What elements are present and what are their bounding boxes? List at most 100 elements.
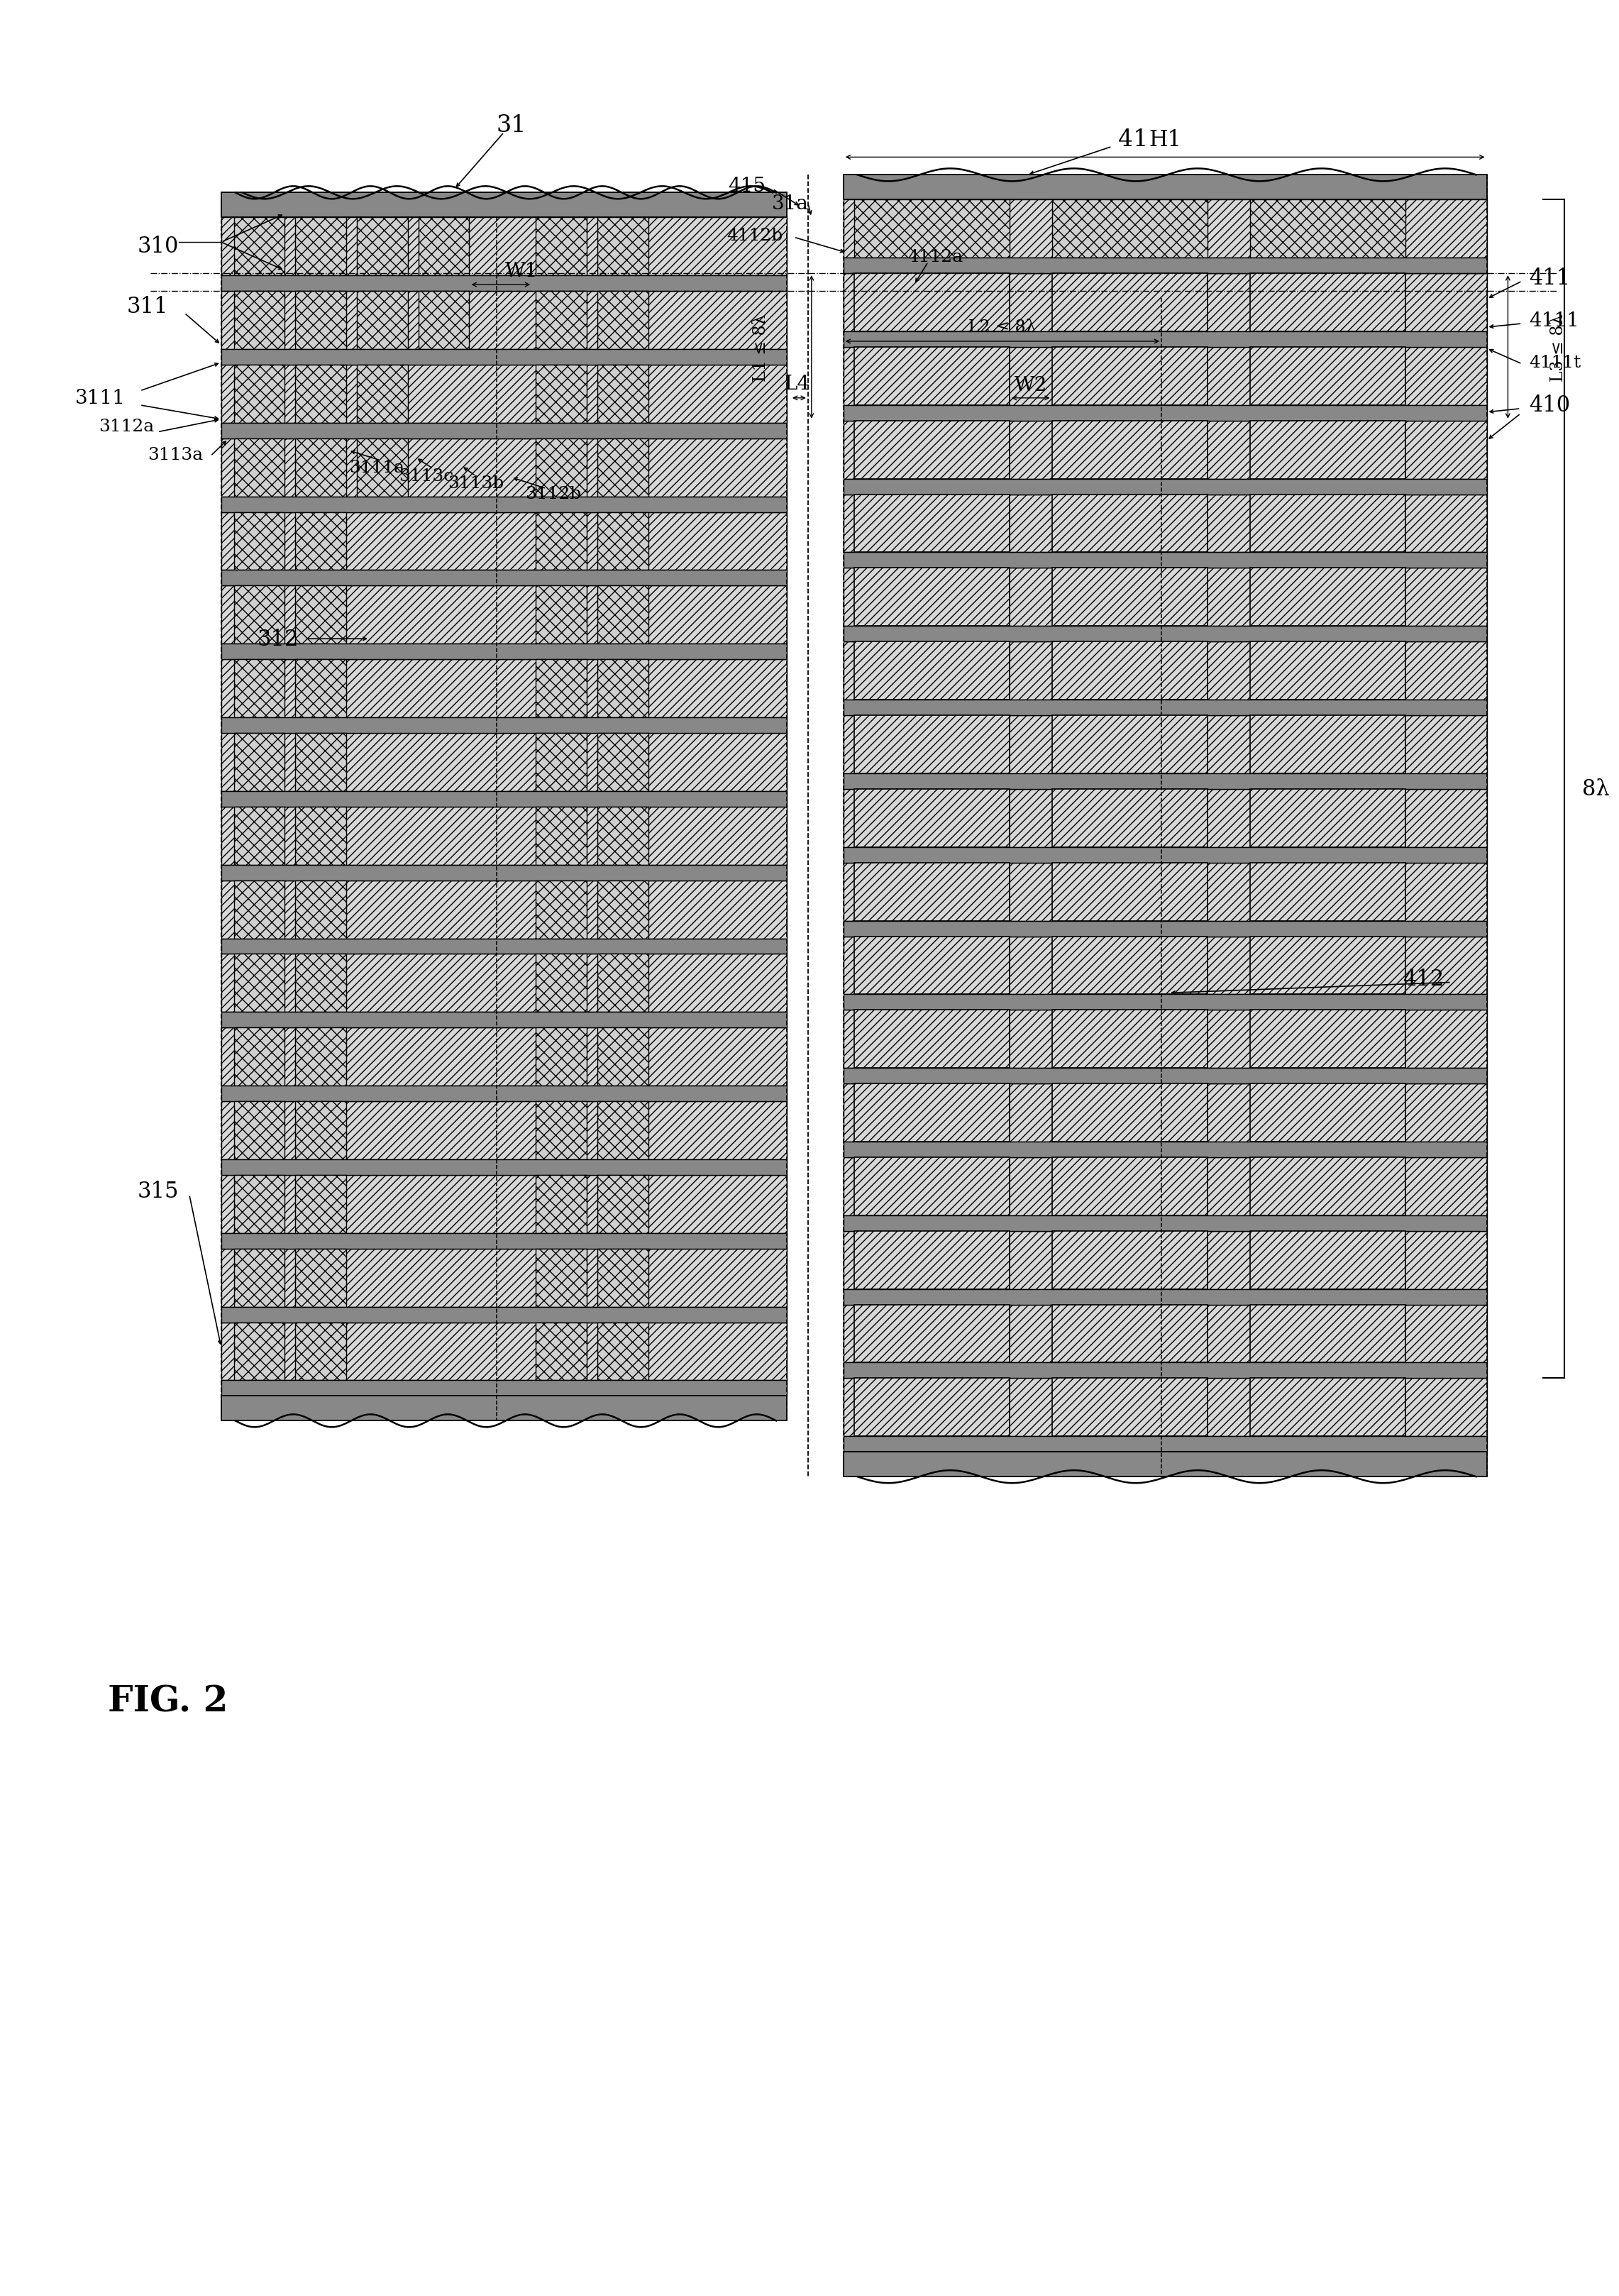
Bar: [853, 716, 1010, 774]
Bar: [1250, 1010, 1405, 1068]
Bar: [1250, 643, 1405, 700]
Bar: [1052, 1157, 1208, 1215]
Bar: [853, 937, 1010, 994]
Bar: [1250, 1304, 1405, 1364]
Bar: [843, 1451, 1486, 1476]
Bar: [843, 1215, 1486, 1231]
Bar: [843, 847, 1486, 863]
Text: 31a: 31a: [772, 195, 809, 214]
Bar: [1052, 1084, 1208, 1141]
Bar: [356, 292, 408, 349]
Text: W1: W1: [505, 262, 538, 280]
Bar: [597, 365, 648, 422]
Text: 3111a: 3111a: [350, 459, 405, 475]
Text: 3113a: 3113a: [147, 448, 204, 464]
Bar: [356, 365, 408, 422]
Bar: [536, 882, 586, 939]
Bar: [222, 1102, 787, 1159]
Bar: [222, 732, 787, 792]
Text: 4111: 4111: [1528, 310, 1580, 331]
Bar: [1250, 790, 1405, 847]
Bar: [597, 218, 648, 276]
Bar: [222, 292, 787, 349]
Bar: [597, 1102, 648, 1159]
Bar: [843, 420, 1486, 480]
Bar: [295, 882, 346, 939]
Bar: [843, 1157, 1486, 1215]
Text: 4111t: 4111t: [1528, 356, 1582, 372]
Bar: [1250, 347, 1405, 406]
Bar: [222, 659, 787, 719]
Bar: [233, 292, 285, 349]
Bar: [222, 1306, 787, 1322]
Bar: [1052, 1304, 1208, 1364]
Bar: [233, 808, 285, 866]
Bar: [222, 866, 787, 882]
Bar: [1052, 716, 1208, 774]
Bar: [222, 719, 787, 732]
Bar: [233, 1176, 285, 1233]
Bar: [295, 1322, 346, 1380]
Bar: [222, 792, 787, 808]
Bar: [853, 200, 1010, 257]
Bar: [1250, 200, 1405, 257]
Bar: [222, 808, 787, 866]
Bar: [843, 257, 1486, 273]
Bar: [295, 955, 346, 1013]
Bar: [853, 273, 1010, 333]
Bar: [1052, 643, 1208, 700]
Bar: [597, 1029, 648, 1086]
Bar: [843, 1364, 1486, 1378]
Bar: [1250, 1378, 1405, 1437]
Bar: [843, 1068, 1486, 1084]
Bar: [597, 882, 648, 939]
Text: 311: 311: [126, 296, 168, 317]
Bar: [843, 1290, 1486, 1304]
Bar: [233, 512, 285, 572]
Bar: [1052, 347, 1208, 406]
Bar: [222, 572, 787, 585]
Bar: [222, 349, 787, 365]
Text: 41: 41: [1119, 129, 1148, 152]
Bar: [1052, 420, 1208, 480]
Bar: [1250, 420, 1405, 480]
Bar: [536, 585, 586, 645]
Text: 4112a: 4112a: [908, 248, 963, 264]
Bar: [597, 955, 648, 1013]
Bar: [222, 276, 787, 292]
Bar: [536, 1322, 586, 1380]
Bar: [853, 643, 1010, 700]
Bar: [1052, 496, 1208, 553]
Text: 415: 415: [729, 177, 766, 195]
Text: L4: L4: [785, 374, 809, 395]
Bar: [1250, 496, 1405, 553]
Bar: [222, 882, 787, 939]
Bar: [843, 863, 1486, 921]
Bar: [843, 200, 1486, 257]
Bar: [843, 937, 1486, 994]
Text: 3111: 3111: [76, 388, 126, 409]
Bar: [1250, 937, 1405, 994]
Bar: [536, 512, 586, 572]
Bar: [536, 1102, 586, 1159]
Text: 8λ: 8λ: [1582, 778, 1609, 801]
Bar: [222, 955, 787, 1013]
Bar: [843, 1437, 1486, 1451]
Bar: [536, 808, 586, 866]
Bar: [222, 496, 787, 512]
Bar: [222, 422, 787, 439]
Bar: [843, 700, 1486, 716]
Bar: [295, 732, 346, 792]
Bar: [295, 585, 346, 645]
Bar: [853, 1010, 1010, 1068]
Bar: [222, 1380, 787, 1396]
Text: 412: 412: [1404, 969, 1444, 990]
Bar: [597, 1176, 648, 1233]
Bar: [1052, 863, 1208, 921]
Text: 31: 31: [495, 115, 526, 138]
Bar: [843, 553, 1486, 569]
Text: 3113b: 3113b: [447, 475, 504, 491]
Bar: [843, 774, 1486, 790]
Bar: [295, 808, 346, 866]
Text: 3112b: 3112b: [525, 487, 581, 503]
